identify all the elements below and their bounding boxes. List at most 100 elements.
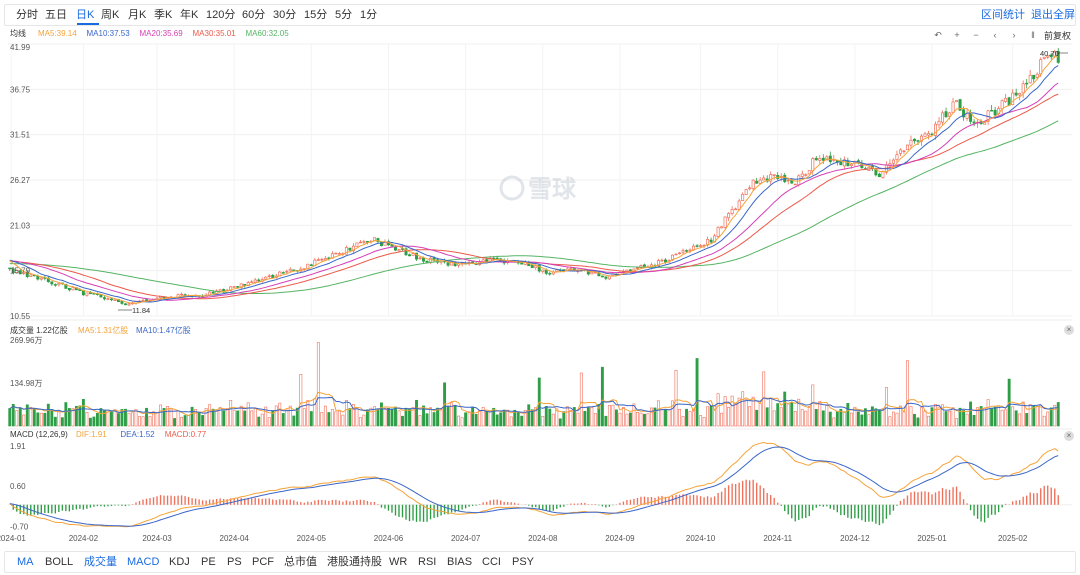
indicator-pe[interactable]: PE [201, 556, 216, 568]
volume-bar [860, 414, 864, 427]
tab-5min[interactable]: 5分 [335, 9, 353, 21]
indicator-macd[interactable]: MACD [127, 556, 160, 568]
candle-body [1035, 73, 1039, 78]
candle [120, 301, 124, 305]
candle-body [1028, 74, 1032, 84]
volume-bar [169, 408, 173, 427]
indicator-ps[interactable]: PS [227, 556, 242, 568]
candle [730, 206, 734, 216]
tab-niank[interactable]: 年K [180, 9, 199, 21]
volume-bar [797, 398, 801, 427]
volume-bar [877, 409, 881, 427]
tab-1min[interactable]: 1分 [360, 9, 378, 21]
candle-body [604, 276, 608, 279]
indicator-wr[interactable]: WR [389, 556, 408, 568]
candle-body [548, 272, 552, 275]
volume-bar [173, 418, 177, 427]
zoom-out-icon[interactable]: − [973, 30, 979, 40]
volume-bar [369, 407, 373, 427]
candle-body [415, 252, 419, 260]
tab-30min[interactable]: 30分 [273, 9, 297, 21]
tab-zhouk[interactable]: 周K [101, 9, 120, 21]
candle [944, 107, 948, 118]
candle [1032, 74, 1036, 83]
indicator-market-cap[interactable]: 总市值 [284, 556, 317, 568]
volume-bar [695, 358, 699, 427]
candle-body [67, 287, 71, 291]
tab-wuri[interactable]: 五日 [45, 9, 67, 21]
volume-bar [818, 401, 822, 427]
volume-bar [373, 406, 376, 427]
volume-bar [1028, 404, 1032, 427]
indicator-kdj[interactable]: KDJ [169, 556, 190, 568]
candle-body [253, 279, 257, 283]
macd-histogram [12, 479, 1059, 526]
pause-icon[interactable]: ‖ [1031, 30, 1035, 40]
indicator-psy[interactable]: PSY [512, 556, 535, 568]
volume-bar [969, 401, 973, 427]
candle [804, 173, 808, 177]
candle-body [656, 260, 660, 267]
range-stats-link[interactable]: 区间统计 [981, 9, 1025, 21]
tab-yuek[interactable]: 月K [128, 9, 147, 21]
ma-legend-ma10: MA10:37.53 [87, 29, 131, 38]
tab-60min[interactable]: 60分 [242, 9, 266, 21]
close-volume-panel-icon[interactable]: × [1064, 325, 1074, 335]
candle-body [481, 259, 485, 262]
volume-bar [390, 408, 394, 427]
tab-jik[interactable]: 季K [154, 9, 173, 21]
min-price-label: 11.84 [132, 306, 150, 315]
indicator-rsi[interactable]: RSI [418, 556, 437, 568]
macd-legend-dif: DIF:1.91 [76, 430, 107, 439]
candle-body [544, 269, 548, 274]
volume-bar [330, 408, 334, 427]
volume-bar [260, 413, 264, 427]
candle-body [541, 269, 545, 272]
volume-bar [958, 407, 962, 427]
tab-120min[interactable]: 120分 [206, 9, 236, 21]
candle-body [793, 183, 797, 186]
candle [337, 251, 341, 255]
volume-bar [1035, 406, 1039, 427]
tab-15min[interactable]: 15分 [304, 9, 328, 21]
undo-icon[interactable]: ↶ [934, 30, 942, 40]
zoom-in-icon[interactable]: + [954, 30, 960, 40]
volume-bar [183, 415, 187, 427]
candle-body [29, 274, 33, 277]
exit-fullscreen-link[interactable]: 退出全屏 [1031, 9, 1075, 21]
indicator-volume[interactable]: 成交量 [84, 556, 117, 568]
candle-body [927, 133, 930, 136]
candle-body [1025, 82, 1029, 85]
volume-bar [1014, 410, 1018, 427]
candle [800, 170, 804, 179]
fuquan-toggle[interactable]: 前复权 [1044, 31, 1072, 41]
candle-body [692, 245, 696, 251]
candle-body [723, 216, 727, 228]
candle-body [141, 299, 145, 302]
candle-body [64, 283, 68, 289]
indicator-bias[interactable]: BIAS [447, 556, 473, 568]
volume-bar [664, 409, 667, 427]
indicator-pcf[interactable]: PCF [252, 556, 274, 568]
candle [723, 216, 727, 229]
volume-bar [751, 396, 755, 427]
candle-body [102, 297, 106, 300]
indicator-boll[interactable]: BOLL [45, 556, 74, 568]
indicator-cci[interactable]: CCI [482, 556, 501, 568]
candle [783, 172, 787, 184]
indicator-southbound[interactable]: 港股通持股 [327, 556, 382, 568]
volume-bar [783, 391, 787, 427]
indicator-ma[interactable]: MA [17, 556, 34, 568]
close-macd-panel-icon[interactable]: × [1064, 431, 1074, 441]
volume-bar [972, 414, 976, 427]
tab-fenshi[interactable]: 分时 [16, 9, 38, 21]
candle [541, 269, 545, 274]
volume-bar [955, 418, 958, 427]
tab-rik[interactable]: 日K [76, 9, 95, 21]
volume-bar [909, 406, 913, 427]
volume-bar [1000, 409, 1004, 427]
scroll-left-icon[interactable]: ‹ [993, 30, 997, 40]
x-tick-label: 2024-11 [763, 534, 792, 543]
scroll-right-icon[interactable]: › [1012, 30, 1016, 40]
